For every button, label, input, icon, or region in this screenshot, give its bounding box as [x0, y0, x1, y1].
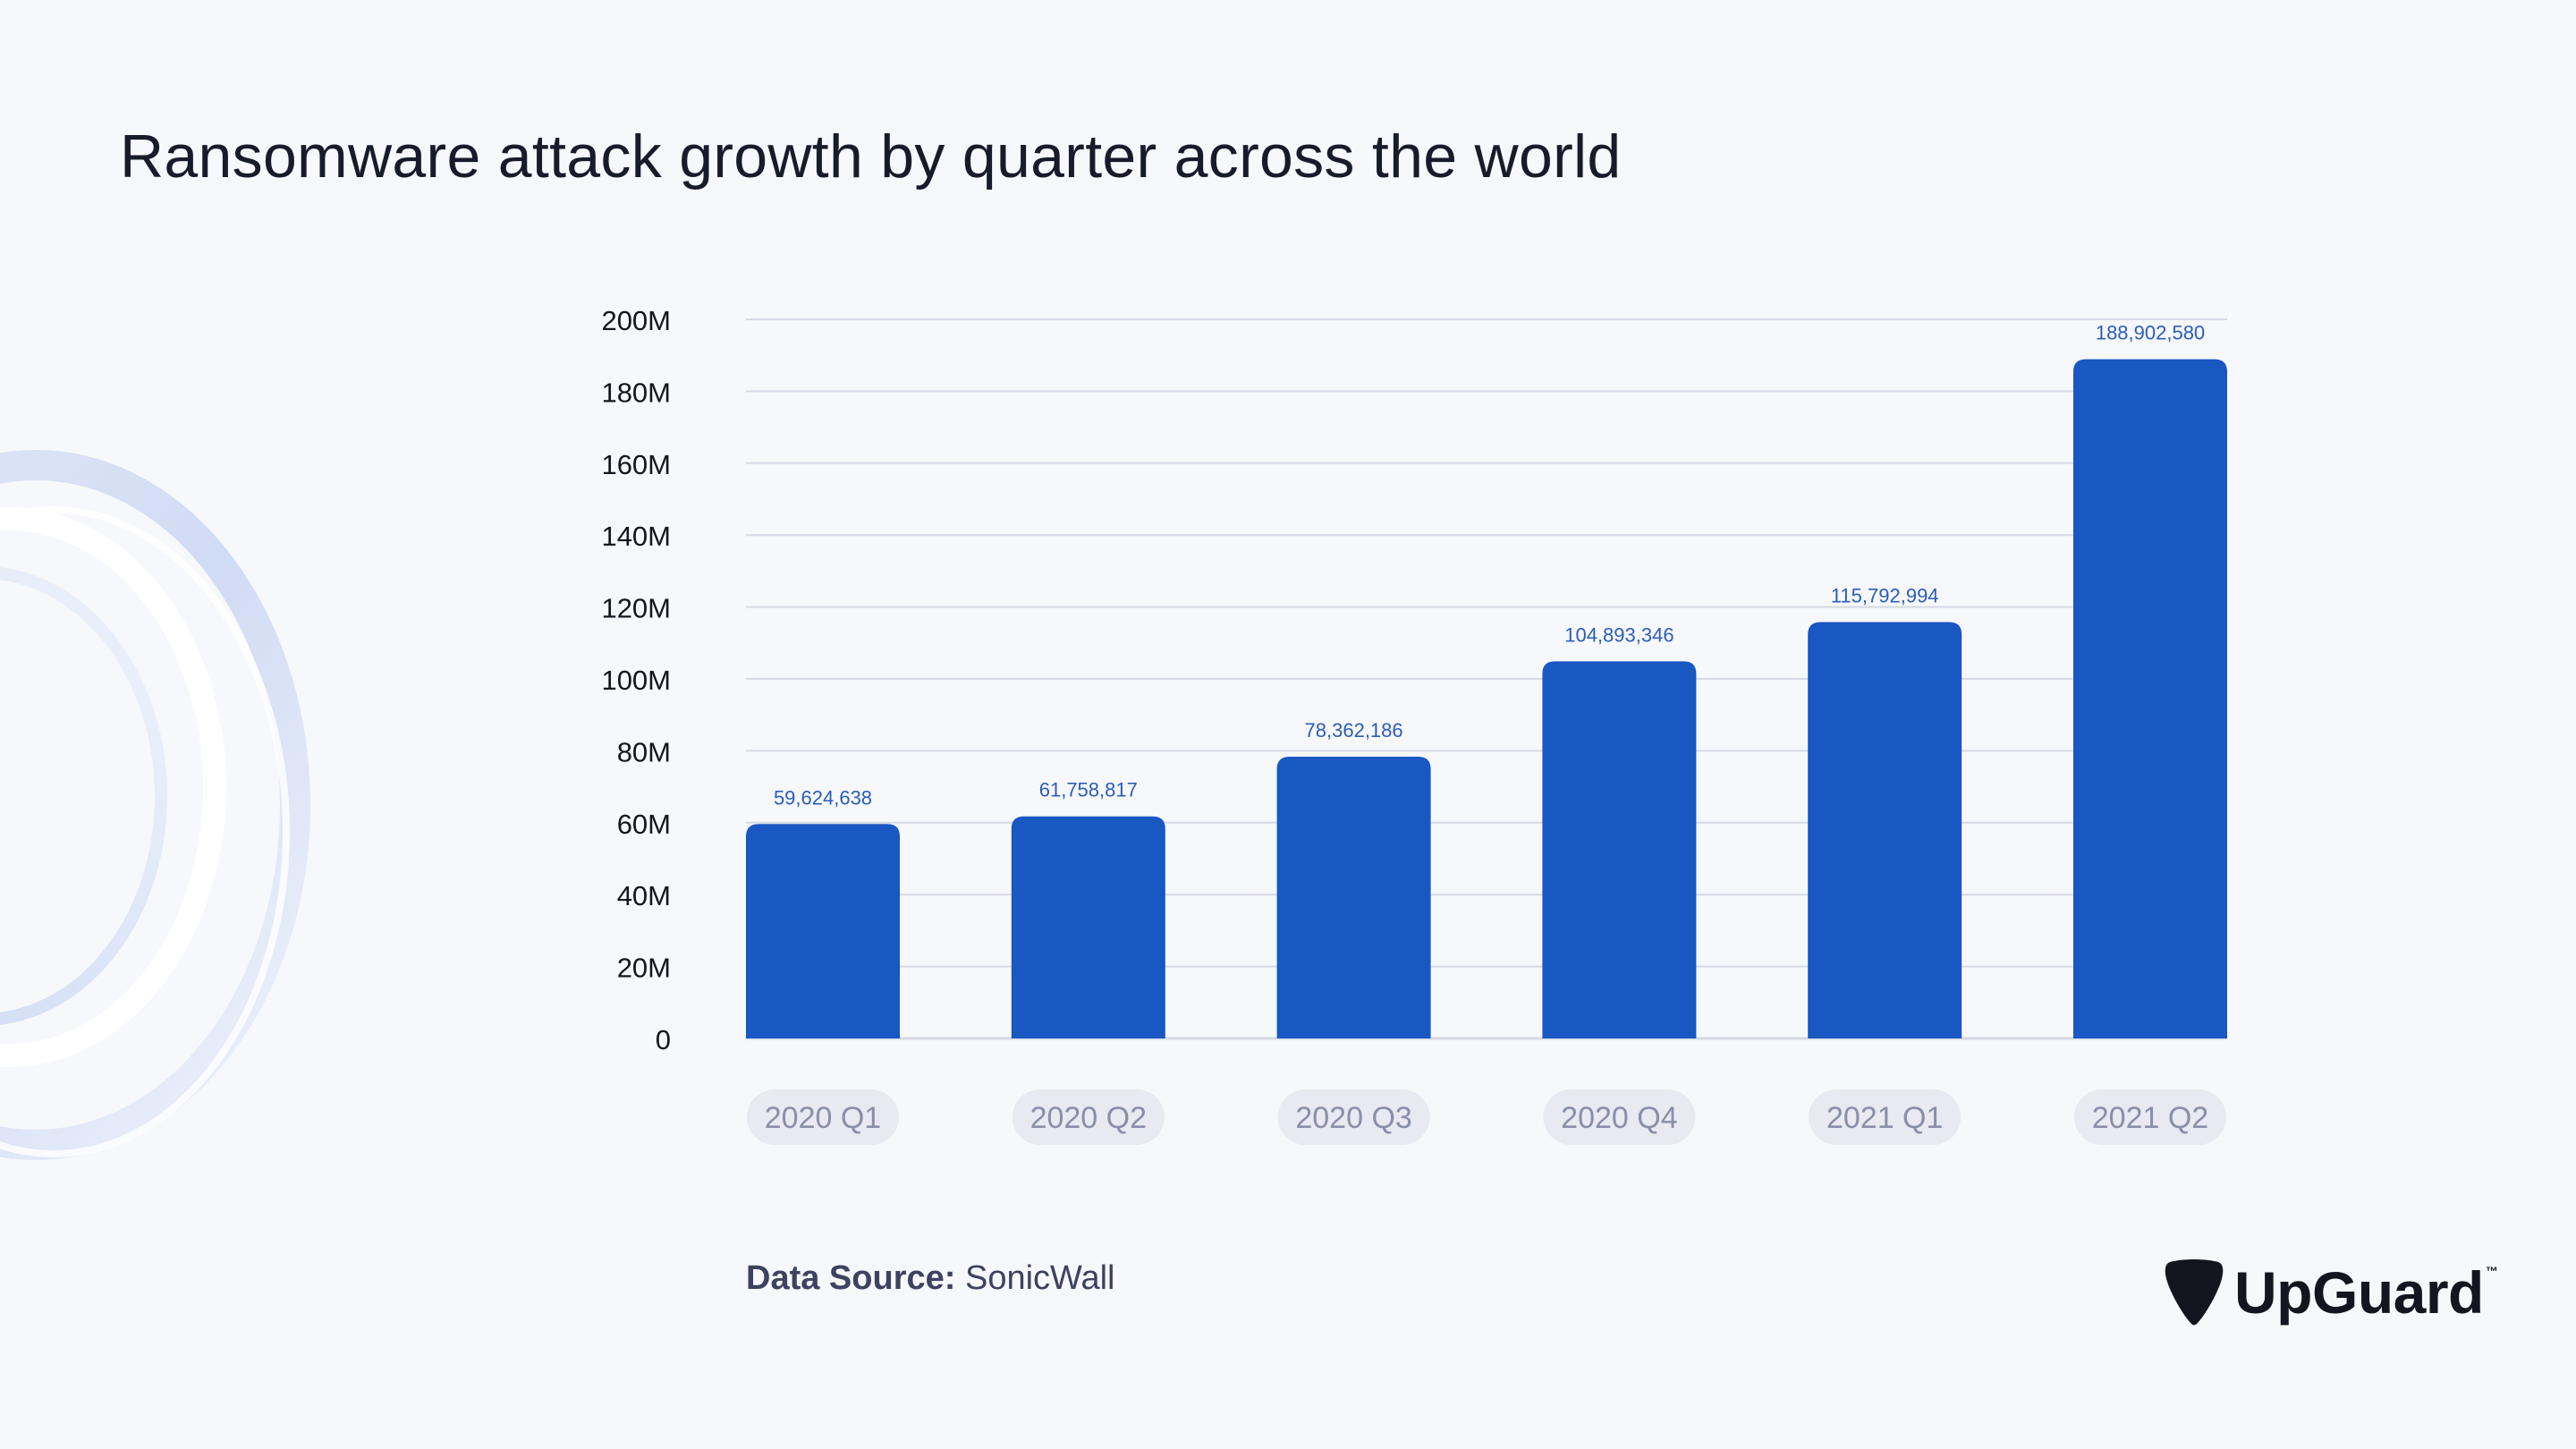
y-tick-label: 20M — [617, 953, 671, 984]
bar-value-label: 104,893,346 — [1564, 623, 1674, 646]
y-tick-label: 200M — [601, 305, 671, 336]
y-tick-label: 120M — [601, 593, 671, 624]
bar — [1542, 661, 1697, 1038]
data-source-value: SonicWall — [964, 1259, 1115, 1297]
y-tick-label: 80M — [617, 736, 671, 767]
brand-name: UpGuard — [2234, 1259, 2484, 1326]
bar — [2073, 359, 2227, 1038]
y-tick-label: 100M — [601, 665, 671, 696]
x-tick-label: 2020 Q2 — [1030, 1101, 1147, 1135]
bar — [1276, 756, 1431, 1038]
bar-value-label: 115,792,994 — [1831, 585, 1939, 607]
x-tick-label: 2020 Q3 — [1295, 1101, 1411, 1135]
y-tick-label: 40M — [617, 880, 671, 911]
y-tick-label: 160M — [601, 449, 671, 480]
y-tick-label: 60M — [617, 809, 671, 840]
bar-value-label: 188,902,580 — [2096, 322, 2205, 344]
data-source: Data Source: SonicWall — [746, 1259, 1115, 1298]
bar-value-label: 61,758,817 — [1039, 779, 1138, 801]
bar — [746, 824, 900, 1038]
chart-title: Ransomware attack growth by quarter acro… — [120, 123, 1622, 191]
y-tick-label: 0 — [656, 1024, 671, 1055]
category-pill — [747, 1089, 899, 1145]
brand-logo: UpGuard ™ — [2165, 1257, 2498, 1328]
bar-value-label: 59,624,638 — [774, 786, 872, 809]
brand-trademark: ™ — [2485, 1264, 2498, 1278]
decorative-ring — [0, 450, 310, 1160]
x-tick-label: 2021 Q2 — [2092, 1101, 2208, 1135]
x-tick-label: 2020 Q1 — [765, 1101, 881, 1135]
bar-value-label: 78,362,186 — [1305, 719, 1403, 741]
guitar-pick-icon — [2165, 1259, 2224, 1326]
category-pill — [2074, 1089, 2226, 1145]
x-tick-label: 2020 Q4 — [1561, 1101, 1677, 1135]
y-tick-label: 140M — [601, 521, 671, 552]
category-pill — [1277, 1089, 1430, 1145]
category-pill — [1543, 1089, 1696, 1145]
category-pill — [1809, 1089, 1962, 1145]
data-source-label: Data Source: — [746, 1259, 956, 1297]
x-tick-label: 2021 Q1 — [1826, 1101, 1943, 1135]
y-tick-label: 180M — [601, 377, 671, 408]
category-pill — [1012, 1089, 1165, 1145]
bar — [1808, 622, 1962, 1038]
bar — [1011, 816, 1165, 1038]
